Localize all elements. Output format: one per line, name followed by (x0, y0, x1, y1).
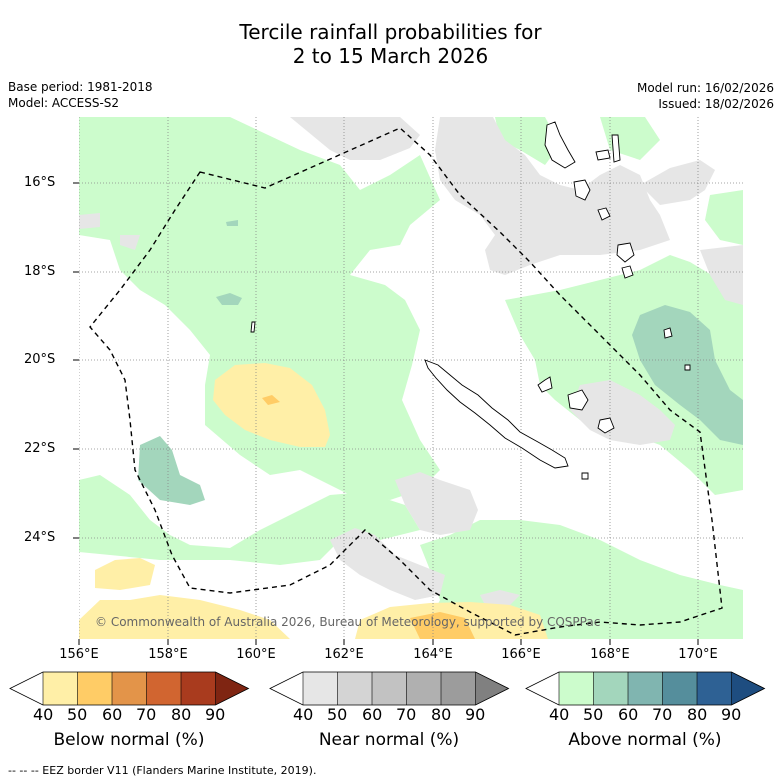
rainfall-map (73, 117, 743, 645)
lon-label-162e: 162°E (324, 647, 364, 662)
near-colorbar-low-arrow (270, 672, 303, 705)
above-normal-60-areas (138, 220, 743, 505)
above-tick-60: 60 (618, 705, 639, 724)
above-tick-90: 90 (721, 705, 742, 724)
near-tick-90: 90 (465, 705, 486, 724)
lon-label-168e: 168°E (590, 647, 630, 662)
above-tick-40: 40 (549, 705, 570, 724)
below-colorbar-segment (43, 672, 78, 705)
isle-of-pines (581, 472, 589, 480)
lat-label-18s: 18°S (24, 264, 56, 279)
map-copyright: © Commonwealth of Australia 2026, Bureau… (95, 615, 601, 629)
below-colorbar-segment (146, 672, 181, 705)
near-colorbar-segment (372, 672, 407, 705)
above-colorbar-segment (593, 672, 628, 705)
issued-date: Issued: 18/02/2026 (658, 97, 774, 111)
lon-label-164e: 164°E (413, 647, 453, 662)
below-normal-colorbar (9, 671, 250, 706)
hunter-matthew-islands (663, 327, 673, 339)
below-colorbar-segment (181, 672, 216, 705)
lon-label-160e: 160°E (236, 647, 276, 662)
below-colorbar-segment (112, 672, 147, 705)
lat-label-22s: 22°S (24, 441, 56, 456)
below-tick-60: 60 (102, 705, 123, 724)
chesterfield-islands (250, 321, 256, 333)
above-colorbar-low-arrow (526, 672, 559, 705)
new-caledonia-island (424, 359, 569, 469)
above-colorbar-segment (697, 672, 732, 705)
near-normal-colorbar (269, 671, 510, 706)
title-line-1: Tercile rainfall probabilities for (239, 20, 542, 44)
land-outlines (250, 121, 691, 480)
near-colorbar-segment (441, 672, 476, 705)
maewo-island (611, 134, 621, 163)
lat-label-24s: 24°S (24, 530, 56, 545)
below-tick-50: 50 (67, 705, 88, 724)
near-normal-title: Near normal (%) (318, 730, 460, 750)
below-tick-90: 90 (205, 705, 226, 724)
efate-island (597, 207, 611, 221)
lon-label-170e: 170°E (678, 647, 718, 662)
near-normal-50-areas (79, 117, 743, 605)
ambae-island (595, 149, 611, 161)
model-name: Model: ACCESS-S2 (8, 96, 120, 110)
ouvea-island (537, 376, 553, 393)
colorbars (9, 671, 766, 706)
near-tick-60: 60 (362, 705, 383, 724)
near-colorbar-segment (337, 672, 372, 705)
below-colorbar-low-arrow (10, 672, 43, 705)
below-colorbar-segment (77, 672, 112, 705)
espiritu-santo-island (544, 121, 576, 169)
axis-ticks (73, 182, 699, 645)
lifou-island (567, 389, 589, 411)
tanna-island (621, 265, 634, 279)
lat-label-20s: 20°S (24, 352, 56, 367)
above-normal-title: Above normal (%) (568, 730, 722, 750)
lon-label-166e: 166°E (501, 647, 541, 662)
near-tick-50: 50 (327, 705, 348, 724)
eez-border-dashed (89, 127, 723, 636)
below-normal-50-areas (79, 363, 548, 639)
erromango-island (616, 242, 635, 263)
below-tick-80: 80 (171, 705, 192, 724)
below-tick-70: 70 (136, 705, 157, 724)
base-period: Base period: 1981-2018 (8, 80, 153, 94)
lon-label-158e: 158°E (148, 647, 188, 662)
above-tick-70: 70 (652, 705, 673, 724)
lat-label-16s: 16°S (24, 175, 56, 190)
graticule (79, 117, 743, 639)
near-tick-80: 80 (431, 705, 452, 724)
model-run: Model run: 16/02/2026 (636, 81, 774, 95)
mare-island (597, 417, 615, 434)
near-colorbar-segment (406, 672, 441, 705)
below-colorbar-high-arrow (215, 672, 249, 705)
above-tick-50: 50 (583, 705, 604, 724)
below-tick-40: 40 (33, 705, 54, 724)
above-colorbar-segment (559, 672, 594, 705)
malekula-island (573, 179, 591, 201)
near-colorbar-high-arrow (475, 672, 509, 705)
title-line-2: 2 to 15 March 2026 (292, 44, 489, 68)
near-tick-70: 70 (396, 705, 417, 724)
above-colorbar-segment (662, 672, 697, 705)
above-tick-80: 80 (687, 705, 708, 724)
near-colorbar-segment (303, 672, 338, 705)
near-tick-40: 40 (293, 705, 314, 724)
above-colorbar-segment (628, 672, 663, 705)
above-normal-colorbar (525, 671, 766, 706)
below-normal-title: Below normal (%) (53, 730, 205, 750)
above-colorbar-high-arrow (731, 672, 765, 705)
walpole-island (684, 364, 691, 371)
below-normal-60-areas (262, 395, 475, 639)
eez-border-note: -- -- -- EEZ border V11 (Flanders Marine… (8, 764, 317, 777)
lon-label-156e: 156°E (59, 647, 99, 662)
